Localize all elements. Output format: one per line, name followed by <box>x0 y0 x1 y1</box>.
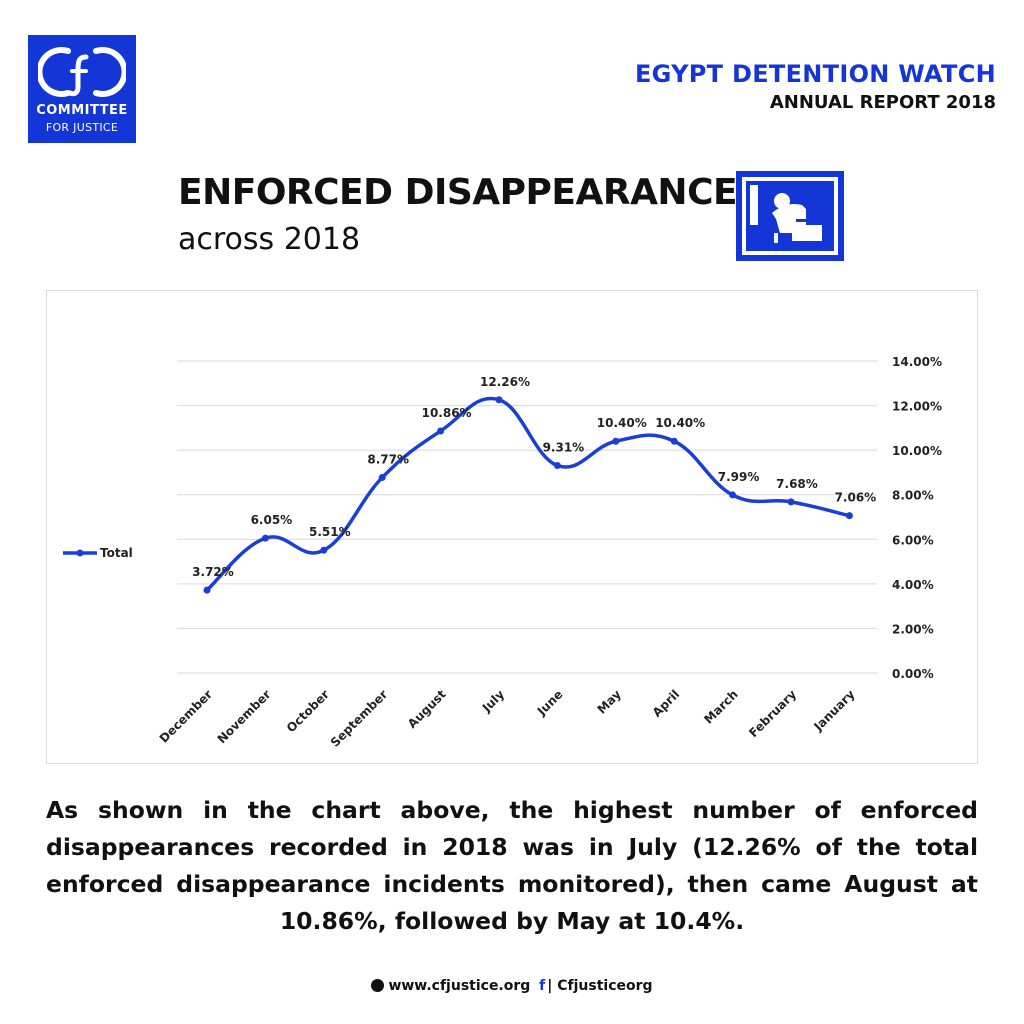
data-label: 10.40% <box>597 416 647 430</box>
website-link[interactable]: www.cfjustice.org <box>388 978 531 994</box>
x-tick-label: October <box>284 687 332 735</box>
data-label: 7.68% <box>776 477 818 491</box>
data-point <box>729 491 737 499</box>
x-tick-label: May <box>595 687 624 716</box>
data-point <box>437 427 445 435</box>
y-tick-label: 12.00% <box>892 400 942 414</box>
data-point <box>378 474 386 482</box>
social-icons[interactable]: f <box>539 978 546 994</box>
detainee-icon <box>736 171 844 261</box>
x-tick-label: February <box>746 687 799 740</box>
logo-line-2: FOR JUSTICE <box>45 121 119 134</box>
x-tick-label: April <box>650 687 683 720</box>
data-label: 5.51% <box>309 525 351 539</box>
data-point <box>320 546 328 554</box>
y-tick-label: 2.00% <box>892 622 934 636</box>
y-tick-label: 8.00% <box>892 489 934 503</box>
x-tick-label: March <box>701 687 740 726</box>
y-tick-label: 6.00% <box>892 533 934 547</box>
y-tick-label: 14.00% <box>892 355 942 369</box>
cfj-monogram-icon <box>38 47 126 97</box>
page-subtitle: across 2018 <box>178 222 361 257</box>
data-point <box>495 396 503 404</box>
page-title: ENFORCED DISAPPEARANCE <box>178 172 738 213</box>
report-subtitle: ANNUAL REPORT 2018 <box>769 92 996 113</box>
committee-for-justice-logo: COMMITTEE FOR JUSTICE <box>28 35 136 143</box>
x-tick-label: August <box>405 687 449 731</box>
footer: www.cfjustice.org f | Cfjusticeorg <box>0 978 1024 994</box>
legend-marker <box>76 549 84 557</box>
chart-description: As shown in the chart above, the highest… <box>46 796 978 935</box>
x-tick-label: September <box>328 687 391 750</box>
data-point <box>261 534 269 542</box>
line-chart: 0.00% 2.00% 4.00% 6.00% 8.00% 10.00% 12.00% 14.… <box>63 355 942 750</box>
data-point <box>553 462 561 470</box>
data-label: 10.40% <box>655 416 705 430</box>
data-label: 7.99% <box>718 470 760 484</box>
data-label: 10.86% <box>422 406 472 420</box>
x-tick-label: November <box>215 687 274 746</box>
data-label: 8.77% <box>367 453 409 467</box>
y-tick-label: 0.00% <box>892 667 934 681</box>
data-label: 7.06% <box>835 491 877 505</box>
data-label: 12.26% <box>480 375 530 389</box>
data-point <box>787 498 795 506</box>
x-tick-label: July <box>479 687 507 715</box>
globe-icon <box>371 979 385 992</box>
y-tick-label: 4.00% <box>892 578 934 592</box>
data-label: 3.72% <box>192 565 234 579</box>
data-point <box>612 437 620 445</box>
data-point <box>845 512 853 520</box>
data-point <box>670 437 678 445</box>
report-title: EGYPT DETENTION WATCH <box>634 60 996 88</box>
logo-line-1: COMMITTEE <box>36 103 128 118</box>
social-handle[interactable]: | Cfjusticeorg <box>547 978 653 994</box>
data-label: 9.31% <box>543 441 585 455</box>
legend-label: Total <box>100 546 133 560</box>
chart-container: 0.00% 2.00% 4.00% 6.00% 8.00% 10.00% 12.00% 14.… <box>46 290 978 764</box>
x-tick-label: June <box>534 687 566 719</box>
data-point <box>203 586 211 594</box>
data-label: 6.05% <box>251 513 293 527</box>
x-tick-label: December <box>157 687 215 745</box>
x-tick-label: January <box>810 687 857 734</box>
y-tick-label: 10.00% <box>892 444 942 458</box>
